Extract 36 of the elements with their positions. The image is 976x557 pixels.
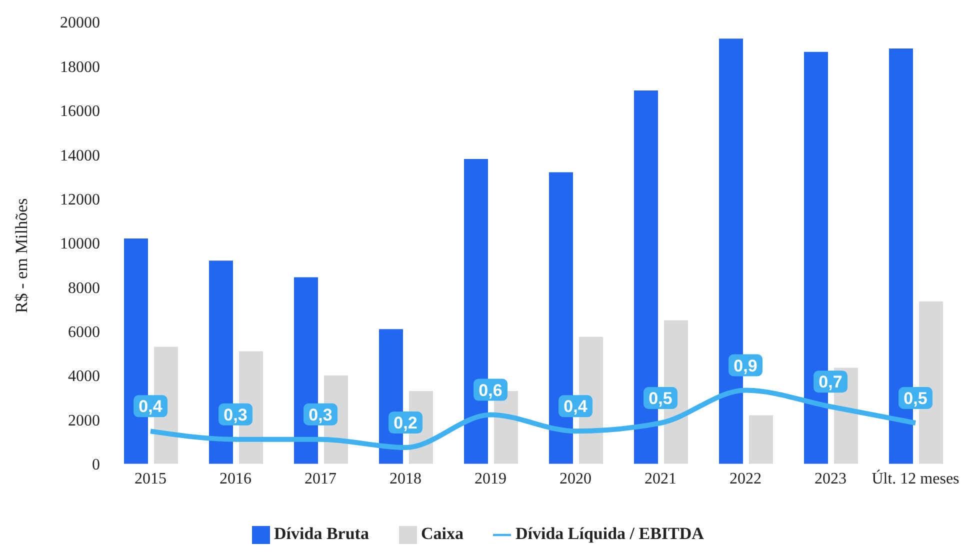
x-tick-label: 2020	[560, 470, 592, 488]
x-tick-label: 2016	[220, 470, 252, 488]
y-tick-label: 16000	[60, 103, 100, 120]
legend-label: Dívida Líquida / EBITDA	[515, 524, 704, 543]
y-tick-label: 10000	[60, 236, 100, 253]
x-tick-label: 2017	[304, 470, 336, 488]
y-tick-label: 8000	[68, 280, 100, 297]
y-axis-title: R$ - em Milhões	[12, 198, 32, 313]
x-tick-label: 2023	[814, 470, 846, 488]
data-label: 0,3	[224, 405, 248, 424]
x-tick-label: 2015	[134, 470, 166, 488]
x-tick-label: 2019	[474, 470, 506, 488]
x-tick-label: 2018	[390, 470, 422, 488]
data-label: 0,9	[734, 356, 758, 376]
data-label: 0,7	[818, 372, 842, 392]
data-label: 0,4	[138, 397, 163, 416]
data-label: 0,5	[648, 388, 672, 408]
y-tick-label: 14000	[60, 147, 100, 164]
y-tick-label: 6000	[68, 324, 100, 342]
legend-label: Caixa	[420, 524, 464, 543]
data-label: 0,3	[308, 405, 332, 424]
legend-label: Dívida Bruta	[274, 524, 369, 543]
y-tick-label: 12000	[60, 191, 100, 208]
y-tick-label: 20000	[60, 14, 100, 32]
x-tick-label: 2022	[730, 470, 762, 488]
bar	[749, 415, 773, 464]
y-tick-label: 2000	[68, 412, 100, 430]
x-tick-label: 2021	[644, 470, 676, 488]
data-label: 0,5	[904, 388, 928, 408]
y-tick-label: 4000	[68, 368, 100, 386]
x-tick-label: Últ. 12 meses	[872, 469, 960, 488]
data-label: 0,4	[564, 397, 588, 416]
y-tick-label: 18000	[60, 58, 100, 76]
data-label: 0,6	[478, 380, 502, 400]
data-label: 0,2	[394, 414, 418, 433]
y-tick-label: 0	[92, 456, 100, 474]
